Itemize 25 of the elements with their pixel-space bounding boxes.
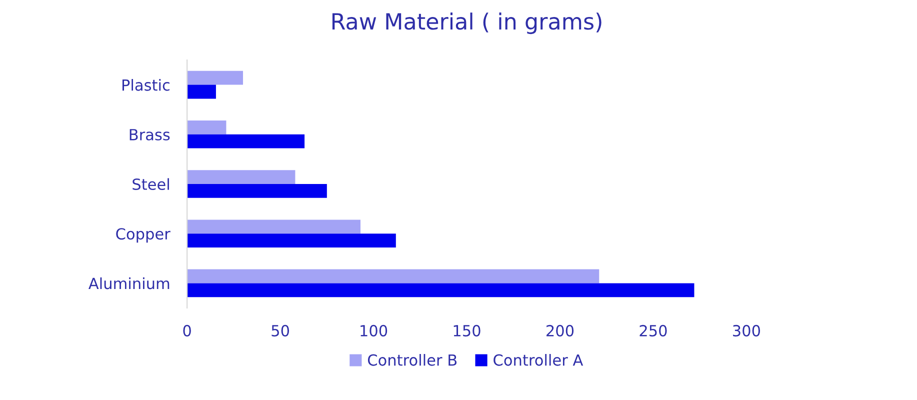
x-tick-label: 250 bbox=[640, 324, 667, 336]
bar bbox=[187, 184, 327, 198]
x-tick-label: 150 bbox=[454, 324, 480, 336]
bar bbox=[187, 170, 296, 184]
x-tick-label: 100 bbox=[360, 324, 388, 336]
x-tick-label: 300 bbox=[733, 324, 760, 336]
bar bbox=[187, 234, 396, 248]
bar bbox=[187, 269, 600, 284]
bar bbox=[187, 283, 694, 298]
y-tick-label: Plastic bbox=[122, 78, 170, 91]
legend-label: Controller A bbox=[494, 354, 584, 366]
bar bbox=[187, 70, 244, 85]
legend-label: Controller B bbox=[368, 354, 457, 366]
y-tick-label: Copper bbox=[116, 228, 170, 243]
bar bbox=[187, 84, 216, 99]
bar bbox=[187, 120, 226, 134]
bar bbox=[187, 220, 360, 234]
x-tick-label: 0 bbox=[183, 324, 191, 336]
x-tick-label: 50 bbox=[272, 324, 289, 336]
y-tick-label: Brass bbox=[130, 129, 170, 140]
chart-title: Raw Material ( in grams) bbox=[332, 12, 602, 34]
x-tick-label: 200 bbox=[546, 324, 574, 336]
bar bbox=[187, 134, 305, 148]
y-tick-label: Aluminium bbox=[88, 277, 170, 290]
y-tick-label: Steel bbox=[132, 178, 169, 190]
